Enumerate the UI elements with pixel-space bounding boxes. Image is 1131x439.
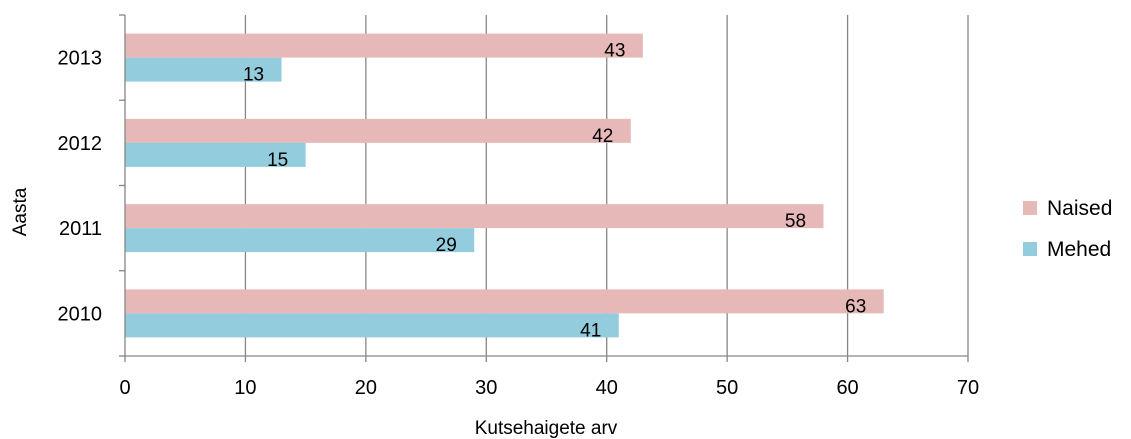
legend-label-naised: Naised — [1047, 197, 1112, 220]
legend-swatch-mehed — [1023, 242, 1037, 256]
data-label: 41 — [580, 320, 601, 341]
bar-naised — [125, 289, 884, 314]
x-tick-label: 20 — [355, 377, 377, 399]
legend-swatch-naised — [1023, 201, 1037, 215]
data-label: 29 — [436, 235, 457, 256]
bar-mehed — [125, 57, 282, 82]
data-label: 58 — [785, 211, 806, 232]
x-axis-title: Kutsehaigete arv — [475, 418, 618, 439]
x-tick-label: 70 — [957, 377, 979, 399]
data-labels: 63 41 58 29 42 15 43 13 — [243, 41, 866, 342]
data-label: 43 — [604, 41, 625, 62]
x-tick-label: 50 — [716, 377, 738, 399]
bar-mehed — [125, 142, 306, 167]
bar-mehed — [125, 313, 619, 338]
bar-naised — [125, 118, 631, 143]
x-tick-label: 30 — [475, 377, 497, 399]
x-tick-label: 10 — [234, 377, 256, 399]
y-tick-label: 2011 — [59, 218, 102, 240]
data-label: 42 — [592, 126, 613, 147]
x-tick-label: 60 — [836, 377, 858, 399]
bar-naised — [125, 33, 643, 58]
bar-naised — [125, 204, 824, 229]
x-tick-label: 0 — [119, 377, 130, 399]
y-tick-label: 2013 — [58, 48, 103, 70]
axes — [119, 14, 968, 357]
legend: Naised Mehed — [1023, 197, 1112, 261]
y-tick-label: 2010 — [58, 303, 103, 325]
x-tick-labels: 0 10 20 30 40 50 60 70 — [119, 377, 979, 399]
x-tick-label: 40 — [596, 377, 618, 399]
bar-mehed — [125, 228, 475, 253]
y-tick-labels: 2010 2011 2012 2013 — [58, 48, 103, 326]
data-label: 63 — [845, 296, 866, 317]
y-axis-title: Aasta — [10, 187, 31, 236]
legend-label-mehed: Mehed — [1047, 238, 1111, 261]
data-label: 13 — [243, 65, 264, 86]
data-label: 15 — [267, 150, 288, 171]
y-tick-label: 2012 — [58, 133, 103, 155]
bars — [125, 33, 884, 338]
